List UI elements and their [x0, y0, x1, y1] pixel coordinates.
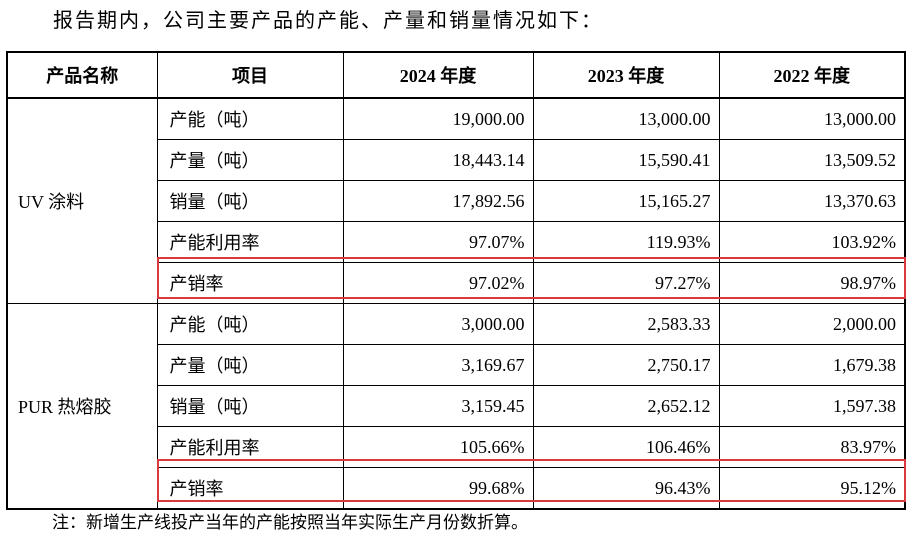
- value-2023: 96.43%: [532, 467, 720, 510]
- value-2022: 13,509.52: [718, 139, 906, 181]
- value-2022: 13,370.63: [718, 180, 906, 222]
- value-2024: 105.66%: [342, 426, 534, 468]
- value-2023: 15,165.27: [532, 180, 720, 222]
- value-2023: 106.46%: [532, 426, 720, 468]
- row-item: 产能（吨）: [156, 97, 344, 140]
- header-item: 项目: [156, 51, 344, 99]
- table-row-highlighted: 产销率 99.68% 96.43% 95.12%: [7, 467, 906, 510]
- value-2022: 98.97%: [718, 262, 906, 304]
- value-2024: 99.68%: [342, 467, 534, 510]
- row-item: 产能（吨）: [156, 303, 344, 345]
- footnote: 注：新增生产线投产当年的产能按照当年实际生产月份数折算。: [52, 513, 528, 532]
- row-item: 销量（吨）: [156, 180, 344, 222]
- value-2023: 2,583.33: [532, 303, 720, 345]
- value-2024: 19,000.00: [342, 97, 534, 140]
- header-2024: 2024 年度: [342, 51, 534, 99]
- row-item: 产能利用率: [156, 221, 344, 263]
- row-item: 产量（吨）: [156, 344, 344, 386]
- value-2023: 13,000.00: [532, 97, 720, 140]
- value-2023: 2,652.12: [532, 385, 720, 427]
- value-2023: 2,750.17: [532, 344, 720, 386]
- table-row: 销量（吨） 17,892.56 15,165.27 13,370.63: [7, 180, 906, 222]
- table-row: 产量（吨） 18,443.14 15,590.41 13,509.52: [7, 139, 906, 181]
- product-name-uv: UV 涂料: [6, 97, 158, 304]
- value-2024: 18,443.14: [342, 139, 534, 181]
- row-item: 产销率: [156, 262, 344, 304]
- header-2022: 2022 年度: [718, 51, 906, 99]
- intro-text: 报告期内，公司主要产品的产能、产量和销量情况如下：: [53, 10, 603, 32]
- row-item: 产销率: [156, 467, 344, 510]
- value-2023: 119.93%: [532, 221, 720, 263]
- header-product: 产品名称: [6, 51, 158, 99]
- value-2023: 97.27%: [532, 262, 720, 304]
- value-2024: 97.02%: [342, 262, 534, 304]
- value-2022: 2,000.00: [718, 303, 906, 345]
- capacity-table: 产品名称 项目 2024 年度 2023 年度 2022 年度 UV 涂料 产能…: [6, 51, 906, 510]
- value-2022: 83.97%: [718, 426, 906, 468]
- table-row: 产量（吨） 3,169.67 2,750.17 1,679.38: [7, 344, 906, 386]
- value-2024: 17,892.56: [342, 180, 534, 222]
- table-row: 产能利用率 97.07% 119.93% 103.92%: [7, 221, 906, 263]
- row-item: 销量（吨）: [156, 385, 344, 427]
- value-2023: 15,590.41: [532, 139, 720, 181]
- row-item: 产能利用率: [156, 426, 344, 468]
- table-header-row: 产品名称 项目 2024 年度 2023 年度 2022 年度: [6, 51, 906, 99]
- value-2024: 97.07%: [342, 221, 534, 263]
- value-2022: 1,597.38: [718, 385, 906, 427]
- value-2022: 103.92%: [718, 221, 906, 263]
- product-name-pur: PUR 热熔胶: [6, 303, 158, 510]
- table-row: 产能利用率 105.66% 106.46% 83.97%: [7, 426, 906, 468]
- value-2024: 3,169.67: [342, 344, 534, 386]
- value-2022: 95.12%: [718, 467, 906, 510]
- value-2024: 3,159.45: [342, 385, 534, 427]
- table-row: UV 涂料 产能（吨） 19,000.00 13,000.00 13,000.0…: [6, 97, 906, 304]
- value-2022: 13,000.00: [718, 97, 906, 140]
- header-2023: 2023 年度: [532, 51, 720, 99]
- table-row: PUR 热熔胶 产能（吨） 3,000.00 2,583.33 2,000.00: [6, 303, 906, 510]
- value-2024: 3,000.00: [342, 303, 534, 345]
- row-item: 产量（吨）: [156, 139, 344, 181]
- table-row: 销量（吨） 3,159.45 2,652.12 1,597.38: [7, 385, 906, 427]
- value-2022: 1,679.38: [718, 344, 906, 386]
